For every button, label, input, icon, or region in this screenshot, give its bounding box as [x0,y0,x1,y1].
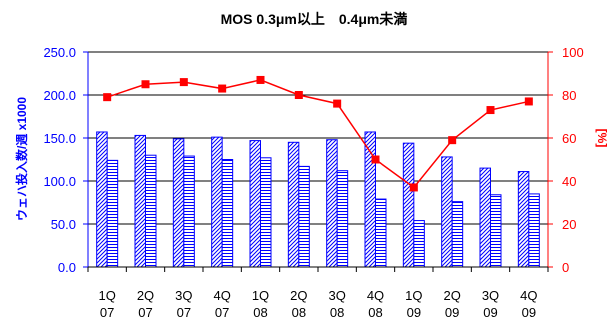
bar [183,155,195,268]
gridlines [88,51,548,225]
x-tick-label: 1Q [405,288,422,303]
bar [287,141,300,268]
line-marker [179,78,188,87]
bar [134,134,146,268]
y2-tick-label: 40 [562,174,576,189]
bar [336,170,349,268]
line-marker [486,106,495,115]
line-series [103,75,533,192]
y2-axis-label: [%] [595,129,609,148]
line-marker [141,80,150,89]
x-tick-label: 3Q [328,288,345,303]
axes [83,51,553,272]
x-tick-label: 08 [292,305,306,320]
x-tick-label: 2Q [137,288,154,303]
x-tick-label: 08 [368,305,382,320]
x-tick-label: 1Q [98,288,115,303]
x-tick-label: 09 [483,305,497,320]
bar-series [96,131,540,268]
bar [517,171,530,268]
line-marker [333,99,342,108]
x-tick-label: 1Q [252,288,269,303]
bar [413,220,425,268]
bar [528,193,540,268]
bar [145,154,157,268]
bar [260,157,272,268]
bar [451,201,464,268]
y-tick-label: 100.0 [43,174,76,189]
y-axis-label: ウェハ投入数/週 x1000 [14,97,29,221]
line-marker [448,136,457,145]
bar [96,131,108,268]
bar [441,156,453,268]
tick-labels: 0.0 50.0 100.0 150.0 200.0 250.0 0 20 40 60 80 100 1… [43,45,583,320]
bar [106,159,119,268]
y2-tick-label: 60 [562,131,576,146]
line-marker [409,183,418,192]
line-marker [524,97,533,106]
line-marker [294,91,303,99]
bar [221,159,234,268]
chart-title: MOS 0.3μm以上 0.4μm未満 [221,11,408,27]
bar [326,139,338,268]
y-tick-label: 150.0 [43,131,76,146]
x-tick-label: 08 [253,305,267,320]
x-tick-label: 4Q [213,288,230,303]
line-marker [256,75,265,84]
x-tick-label: 4Q [367,288,384,303]
bar [211,136,223,268]
bar [490,194,502,268]
x-tick-label: 07 [138,305,152,320]
x-tick-label: 07 [177,305,191,320]
bar [479,167,491,268]
x-tick-label: 2Q [290,288,307,303]
x-tick-label: 09 [522,305,536,320]
y-tick-label: 0.0 [58,260,76,275]
x-tick-label: 07 [215,305,229,320]
x-tick-label: 3Q [482,288,499,303]
y2-tick-label: 80 [562,88,576,103]
bar [402,142,415,268]
x-tick-label: 08 [330,305,344,320]
bar [172,138,185,268]
y-tick-label: 200.0 [43,88,76,103]
x-tick-label: 2Q [443,288,460,303]
x-tick-label: 09 [407,305,421,320]
x-tick-label: 3Q [175,288,192,303]
line-marker [371,155,380,164]
x-tick-label: 09 [445,305,459,320]
y2-tick-label: 100 [562,45,584,60]
y-tick-label: 250.0 [43,45,76,60]
bar [298,165,310,268]
line-marker [218,84,227,93]
bar [375,198,387,268]
y2-tick-label: 20 [562,217,576,232]
series-line [106,79,529,189]
line-marker [103,93,112,102]
bar [249,140,261,268]
x-tick-label: 07 [100,305,114,320]
y2-tick-label: 0 [562,260,569,275]
x-tick-label: 4Q [520,288,537,303]
y-tick-label: 50.0 [51,217,76,232]
